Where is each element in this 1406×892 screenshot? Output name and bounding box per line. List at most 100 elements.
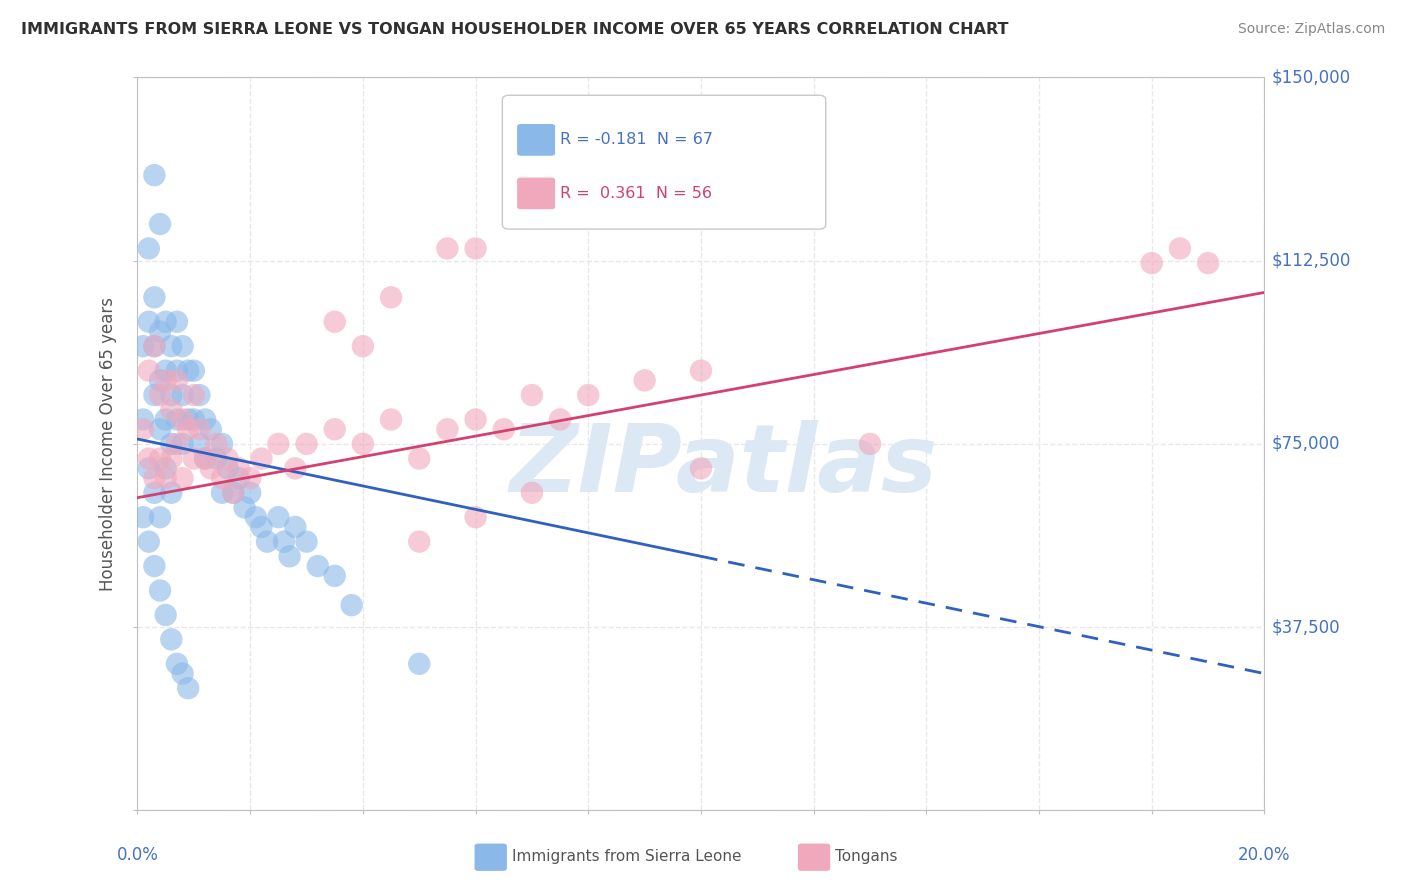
Point	[205, 437, 228, 451]
Point	[172, 339, 194, 353]
Point	[155, 461, 177, 475]
Point	[132, 412, 155, 426]
Point	[211, 471, 233, 485]
Point	[233, 500, 256, 515]
Point	[177, 412, 200, 426]
Point	[222, 485, 245, 500]
Point	[132, 339, 155, 353]
Text: $112,500: $112,500	[1271, 252, 1351, 269]
Point	[239, 471, 262, 485]
Point	[149, 583, 172, 598]
Text: Tongans: Tongans	[835, 849, 897, 864]
Text: 20.0%: 20.0%	[1239, 847, 1291, 864]
Point	[380, 290, 402, 304]
Point	[138, 242, 160, 256]
Point	[194, 451, 217, 466]
Text: ZIPatlas: ZIPatlas	[509, 420, 938, 512]
Text: Immigrants from Sierra Leone: Immigrants from Sierra Leone	[512, 849, 741, 864]
Point	[352, 437, 374, 451]
Point	[166, 657, 188, 671]
Point	[143, 339, 166, 353]
Point	[464, 242, 486, 256]
Point	[138, 363, 160, 377]
Point	[149, 217, 172, 231]
Point	[690, 461, 713, 475]
Text: R =  0.361  N = 56: R = 0.361 N = 56	[560, 186, 711, 201]
Point	[307, 559, 329, 574]
Point	[143, 339, 166, 353]
Point	[194, 451, 217, 466]
Point	[464, 510, 486, 524]
Point	[200, 461, 222, 475]
Point	[200, 422, 222, 436]
Point	[160, 388, 183, 402]
Point	[188, 437, 211, 451]
Point	[155, 607, 177, 622]
Point	[166, 373, 188, 387]
Point	[143, 168, 166, 182]
Point	[166, 315, 188, 329]
Point	[1140, 256, 1163, 270]
Point	[205, 451, 228, 466]
Point	[160, 437, 183, 451]
Point	[267, 437, 290, 451]
Point	[520, 485, 543, 500]
Point	[278, 549, 301, 564]
Point	[228, 471, 250, 485]
Point	[149, 422, 172, 436]
Point	[166, 363, 188, 377]
Point	[166, 437, 188, 451]
Point	[166, 412, 188, 426]
Point	[1168, 242, 1191, 256]
Point	[492, 422, 515, 436]
Point	[222, 485, 245, 500]
Point	[576, 388, 599, 402]
Point	[160, 485, 183, 500]
Point	[172, 412, 194, 426]
Point	[177, 681, 200, 696]
Point	[256, 534, 278, 549]
Point	[138, 461, 160, 475]
Point	[295, 437, 318, 451]
Point	[143, 388, 166, 402]
Point	[211, 437, 233, 451]
Point	[177, 363, 200, 377]
Point	[172, 471, 194, 485]
Point	[211, 485, 233, 500]
Point	[143, 290, 166, 304]
Point	[155, 412, 177, 426]
Point	[548, 412, 571, 426]
Point	[380, 412, 402, 426]
Point	[138, 315, 160, 329]
Point	[239, 485, 262, 500]
Point	[132, 510, 155, 524]
Point	[155, 471, 177, 485]
Text: $150,000: $150,000	[1271, 69, 1351, 87]
Point	[172, 666, 194, 681]
Point	[172, 437, 194, 451]
Point	[183, 451, 205, 466]
Point	[143, 471, 166, 485]
Point	[859, 437, 882, 451]
Point	[273, 534, 295, 549]
Point	[464, 412, 486, 426]
Point	[183, 388, 205, 402]
Point	[690, 363, 713, 377]
Point	[138, 451, 160, 466]
Point	[149, 451, 172, 466]
Point	[633, 373, 655, 387]
Point	[323, 315, 346, 329]
Point	[1197, 256, 1219, 270]
Y-axis label: Householder Income Over 65 years: Householder Income Over 65 years	[100, 297, 117, 591]
Point	[188, 422, 211, 436]
Point	[228, 461, 250, 475]
Point	[188, 388, 211, 402]
Point	[217, 461, 239, 475]
Point	[284, 520, 307, 534]
Text: 0.0%: 0.0%	[117, 847, 159, 864]
Point	[149, 373, 172, 387]
Point	[149, 325, 172, 339]
Point	[520, 388, 543, 402]
Point	[245, 510, 267, 524]
Point	[132, 422, 155, 436]
